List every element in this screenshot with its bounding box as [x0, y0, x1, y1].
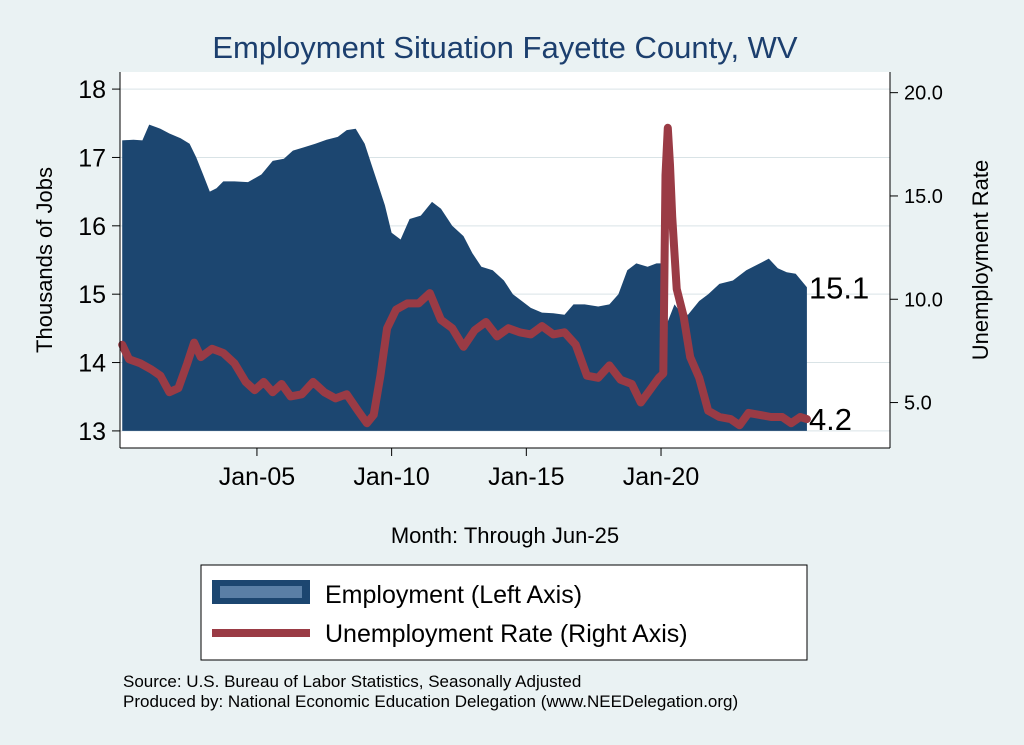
y-left-tick-label: 15 — [78, 281, 106, 309]
legend: Employment (Left Axis) Unemployment Rate… — [200, 564, 808, 661]
y-right-tick-label: 15.0 — [904, 186, 943, 208]
y-right-tick-label: 10.0 — [904, 289, 943, 311]
x-tick-label: Jan-20 — [623, 463, 699, 491]
x-tick-label: Jan-10 — [353, 463, 429, 491]
source-note: Source: U.S. Bureau of Labor Statistics,… — [123, 672, 582, 691]
x-axis-label: Month: Through Jun-25 — [391, 523, 619, 548]
unemployment-end-label: 4.2 — [809, 402, 852, 437]
legend-label-employment: Employment (Left Axis) — [325, 581, 582, 609]
axis-ticks: 13 14 15 16 17 18 5.0 10.0 15.0 20.0 Jan-05 Jan-10 J… — [78, 76, 943, 491]
legend-swatch-employment-inner — [220, 586, 302, 598]
y-left-tick-label: 13 — [78, 418, 106, 446]
y-right-axis-label: Unemployment Rate — [968, 160, 993, 361]
producer-note: Produced by: National Economic Education… — [123, 692, 739, 711]
y-right-tick-label: 5.0 — [904, 393, 932, 415]
y-left-axis-label: Thousands of Jobs — [32, 167, 57, 353]
x-tick-label: Jan-05 — [219, 463, 295, 491]
y-left-tick-label: 17 — [78, 144, 106, 172]
y-left-tick-label: 16 — [78, 213, 106, 241]
legend-label-unemployment: Unemployment Rate (Right Axis) — [325, 620, 688, 648]
y-left-tick-label: 18 — [78, 76, 106, 104]
chart-title: Employment Situation Fayette County, WV — [212, 30, 798, 65]
y-left-tick-label: 14 — [78, 350, 106, 378]
employment-area — [122, 124, 807, 431]
y-right-tick-label: 20.0 — [904, 83, 943, 105]
unemployment-line — [118, 123, 811, 430]
x-tick-label: Jan-15 — [488, 463, 564, 491]
employment-end-label: 15.1 — [809, 270, 869, 305]
